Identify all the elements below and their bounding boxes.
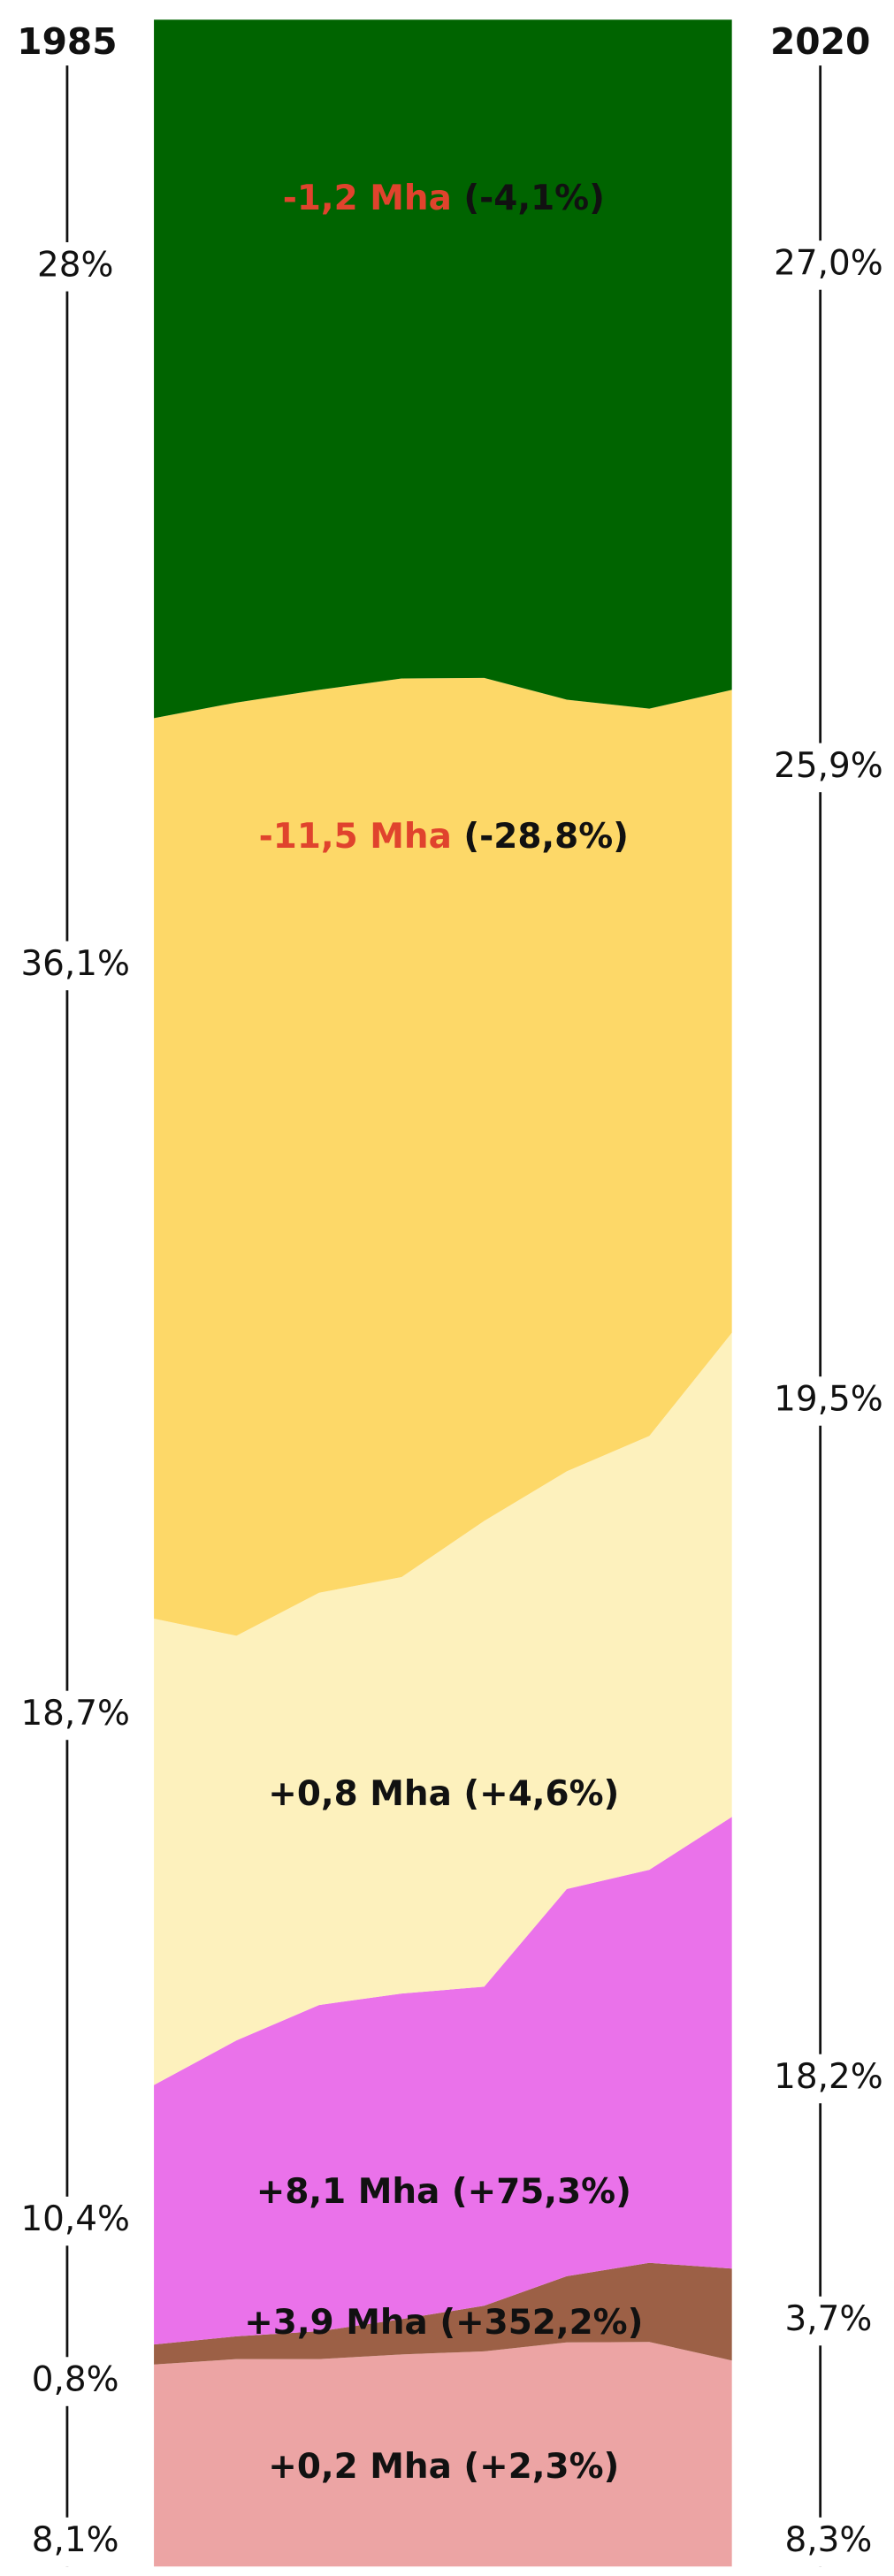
change-part: +0,8 Mha (+4,6%): [268, 1774, 619, 1814]
value-label: 25,9%: [774, 746, 883, 786]
value-label: 36,1%: [20, 944, 130, 984]
change-part: +0,2 Mha (+2,3%): [268, 2447, 619, 2487]
label-bg: [1, 2196, 133, 2246]
label-bg: [754, 240, 886, 290]
area: [154, 1332, 732, 2085]
label-bg: [754, 2054, 886, 2104]
change-label: +8,1 Mha (+75,3%): [256, 2172, 631, 2212]
label-bg: [1, 242, 133, 292]
change-part: +8,1 Mha (+75,3%): [256, 2172, 631, 2212]
change-part: -11,5 Mha: [259, 817, 452, 857]
change-label: +0,8 Mha (+4,6%): [268, 1774, 619, 1814]
value-label: 19,5%: [774, 1379, 883, 1419]
value-label: 3,7%: [785, 2299, 873, 2339]
value-label: 18,7%: [20, 1694, 130, 1734]
label-bg: [1, 941, 133, 991]
label-bg: [754, 2517, 886, 2567]
value-label: 8,3%: [785, 2520, 873, 2560]
change-label: -11,5 Mha (-28,8%): [259, 817, 629, 857]
area: [154, 677, 732, 1636]
change-part: (-4,1%): [452, 178, 605, 217]
area: [154, 2342, 732, 2567]
value-label: 8,1%: [32, 2520, 119, 2560]
area: [154, 19, 732, 719]
area: [154, 1817, 732, 2345]
year-label: 1985: [17, 20, 117, 63]
change-label: +0,2 Mha (+2,3%): [268, 2447, 619, 2487]
year-label: 2020: [770, 20, 870, 63]
change-part: -1,2 Mha: [283, 178, 452, 217]
value-label: 18,2%: [774, 2057, 883, 2097]
change-label: +3,9 Mha (+352,2%): [244, 2303, 643, 2343]
change-label: -1,2 Mha (-4,1%): [283, 178, 605, 217]
label-bg: [754, 2296, 886, 2346]
value-label: 0,8%: [32, 2360, 119, 2400]
change-part: +3,9 Mha (+352,2%): [244, 2303, 643, 2343]
label-bg: [754, 1376, 886, 1426]
change-part: (-28,8%): [452, 817, 629, 857]
label-bg: [1, 2357, 133, 2406]
value-label: 28%: [37, 245, 113, 285]
label-bg: [1, 2517, 133, 2567]
value-label: 27,0%: [774, 243, 883, 283]
area: [154, 2262, 732, 2365]
value-label: 10,4%: [20, 2199, 130, 2239]
label-bg: [1, 1690, 133, 1741]
label-bg: [754, 743, 886, 793]
